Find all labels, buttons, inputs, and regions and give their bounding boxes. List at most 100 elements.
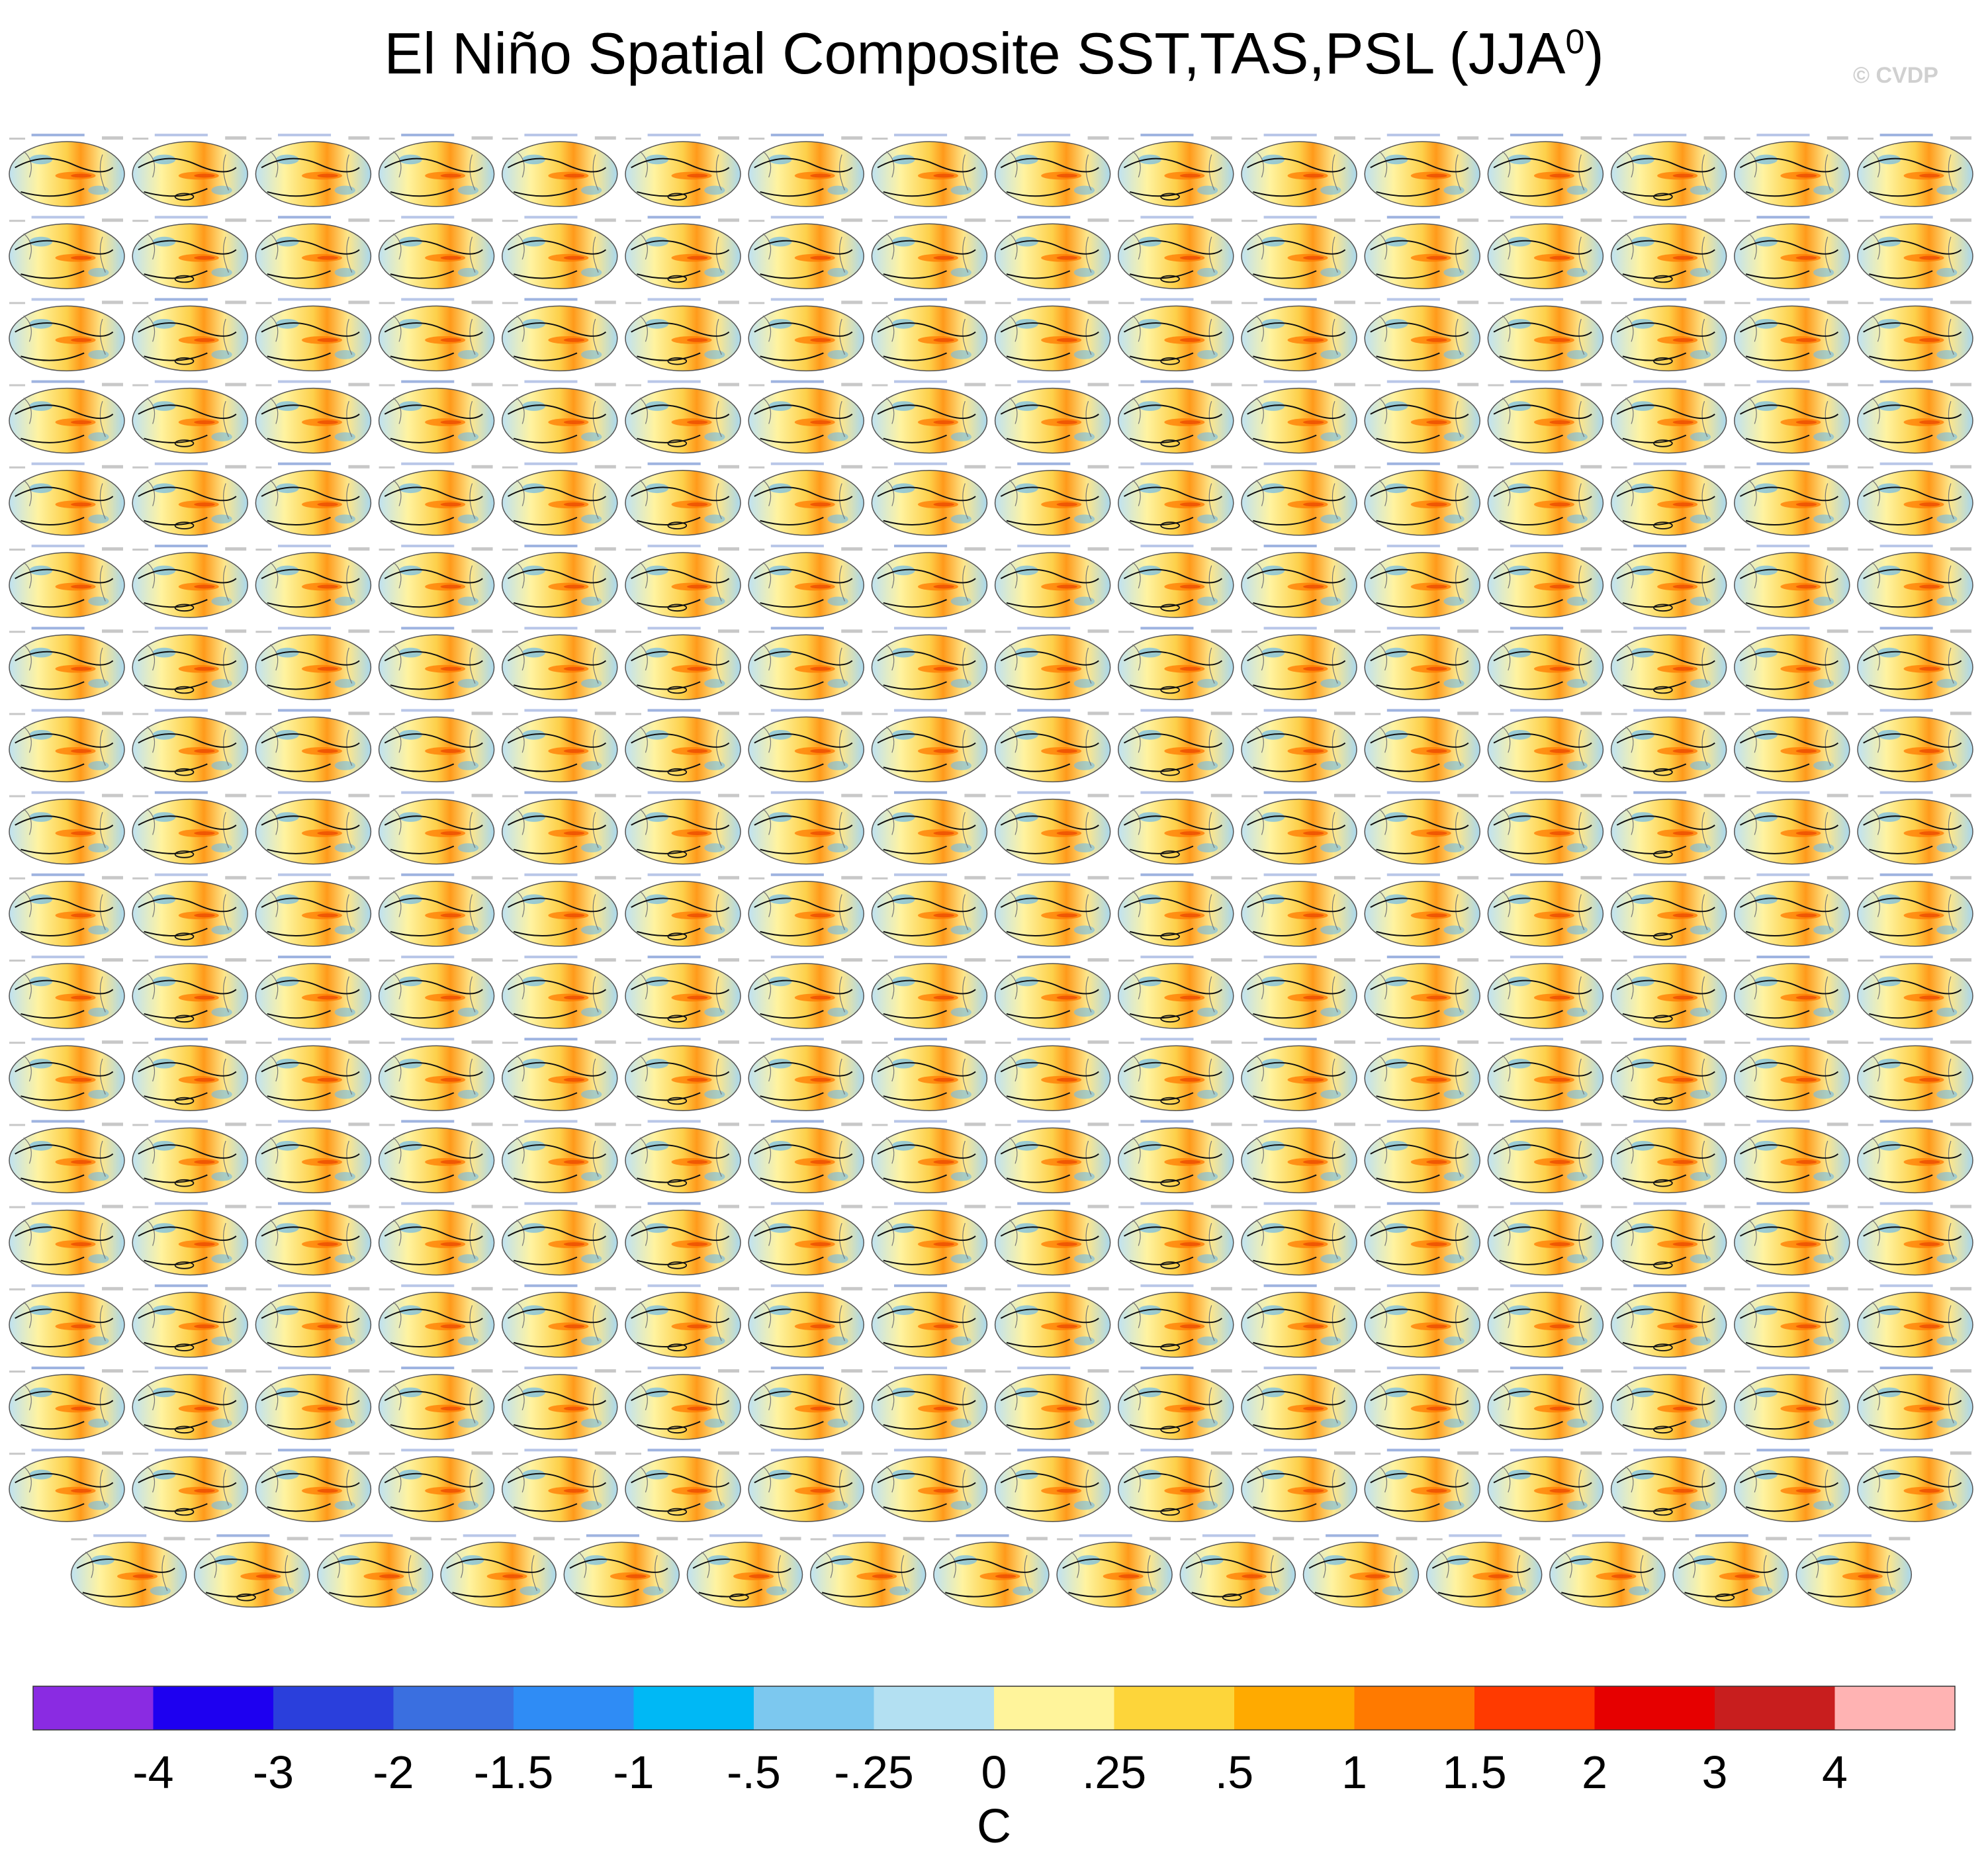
map-panel xyxy=(625,1202,741,1276)
map-panel xyxy=(1487,1120,1604,1194)
map-panel xyxy=(871,1449,988,1522)
map-panel xyxy=(625,134,741,207)
map-panel xyxy=(1734,1202,1850,1276)
map-panel xyxy=(1241,791,1357,865)
map-panel xyxy=(1734,1038,1850,1111)
map-panel xyxy=(9,1202,125,1276)
map-panel xyxy=(625,627,741,700)
map-panel xyxy=(1118,462,1234,536)
colorbar-segment xyxy=(273,1686,394,1730)
map-panel xyxy=(255,1367,372,1440)
colorbar-segment xyxy=(393,1686,514,1730)
map-panel xyxy=(1734,791,1850,865)
map-panel xyxy=(994,1202,1111,1276)
colorbar-segment xyxy=(1715,1686,1835,1730)
map-panel xyxy=(1734,545,1850,618)
map-panel xyxy=(1364,709,1480,783)
map-panel xyxy=(994,462,1111,536)
map-panel xyxy=(1364,873,1480,947)
map-panel xyxy=(1118,298,1234,372)
map-panel xyxy=(1179,1534,1296,1608)
map-panel xyxy=(625,791,741,865)
map-panel xyxy=(9,1449,125,1522)
map-panel xyxy=(70,1534,187,1608)
map-panel xyxy=(1857,380,1973,454)
map-panel xyxy=(1857,134,1973,207)
map-panel xyxy=(1487,545,1604,618)
map-panel xyxy=(1241,1120,1357,1194)
map-panel xyxy=(625,1449,741,1522)
map-panel xyxy=(255,1449,372,1522)
colorbar-tick-label: -2 xyxy=(373,1746,414,1798)
map-panel xyxy=(378,134,495,207)
map-panel xyxy=(378,1367,495,1440)
map-panel xyxy=(255,1202,372,1276)
map-panel xyxy=(502,1038,618,1111)
map-panel xyxy=(502,627,618,700)
colorbar-tick-label: -3 xyxy=(253,1746,294,1798)
map-panel xyxy=(1364,1120,1480,1194)
map-panel xyxy=(994,298,1111,372)
map-panel xyxy=(1734,298,1850,372)
map-panel xyxy=(1857,216,1973,289)
map-panel xyxy=(686,1534,803,1608)
map-panel xyxy=(1241,380,1357,454)
colorbar-segment xyxy=(874,1686,995,1730)
map-panel xyxy=(1857,791,1973,865)
map-panel xyxy=(748,627,864,700)
map-panel xyxy=(994,1120,1111,1194)
map-panel xyxy=(625,1367,741,1440)
map-panel xyxy=(132,134,248,207)
map-panel xyxy=(871,791,988,865)
map-panel xyxy=(132,380,248,454)
colorbar-segment xyxy=(153,1686,274,1730)
map-panel xyxy=(502,956,618,1029)
map-panel xyxy=(1610,216,1727,289)
map-panel xyxy=(748,873,864,947)
map-panel xyxy=(1610,956,1727,1029)
map-panel xyxy=(255,298,372,372)
map-panel xyxy=(132,1120,248,1194)
map-panel xyxy=(378,873,495,947)
map-panel xyxy=(748,709,864,783)
map-panel xyxy=(1857,1202,1973,1276)
map-panel xyxy=(994,1284,1111,1358)
colorbar-segment xyxy=(633,1686,754,1730)
map-panel xyxy=(1118,1120,1234,1194)
map-panel xyxy=(1241,709,1357,783)
map-panel xyxy=(255,380,372,454)
map-panel xyxy=(748,134,864,207)
colorbar-segment xyxy=(514,1686,634,1730)
map-panel xyxy=(502,873,618,947)
map-panel xyxy=(9,1038,125,1111)
map-panel xyxy=(1118,134,1234,207)
map-panel xyxy=(1610,134,1727,207)
colorbar-tick-label: 4 xyxy=(1822,1746,1848,1798)
map-panel xyxy=(502,1449,618,1522)
map-panel xyxy=(1241,1284,1357,1358)
map-panel xyxy=(1364,1038,1480,1111)
map-panel xyxy=(1487,627,1604,700)
map-panel xyxy=(1610,298,1727,372)
map-panel xyxy=(748,1449,864,1522)
map-panel xyxy=(255,1038,372,1111)
colorbar-segment xyxy=(1474,1686,1595,1730)
map-panel xyxy=(1364,1202,1480,1276)
map-panel xyxy=(625,380,741,454)
map-panel xyxy=(1857,1038,1973,1111)
map-panel xyxy=(1118,956,1234,1029)
map-panel xyxy=(1241,956,1357,1029)
colorbar-tick-label: 1.5 xyxy=(1442,1746,1506,1798)
map-panel xyxy=(1425,1534,1543,1608)
map-panel xyxy=(1734,380,1850,454)
map-panel xyxy=(378,709,495,783)
map-panel xyxy=(132,1367,248,1440)
map-panel xyxy=(1857,298,1973,372)
map-panel xyxy=(625,873,741,947)
map-panel xyxy=(1610,1202,1727,1276)
map-panel xyxy=(871,956,988,1029)
map-panel xyxy=(1734,1367,1850,1440)
map-panel xyxy=(994,1367,1111,1440)
map-panel xyxy=(748,1367,864,1440)
